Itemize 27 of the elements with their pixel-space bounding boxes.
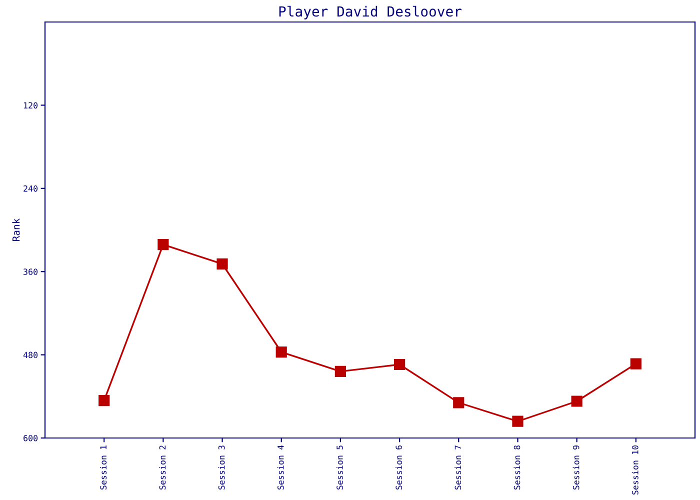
x-tick-label: Session 10 <box>632 445 638 495</box>
point <box>394 358 406 370</box>
point <box>453 397 464 408</box>
x-tick-label: Session 7 <box>454 446 462 490</box>
chart-title: Player David Desloover <box>279 6 462 20</box>
point <box>571 396 582 407</box>
x-tick-label: Session 9 <box>572 446 580 490</box>
x-tick-label: Session 2 <box>159 446 166 490</box>
point <box>512 416 524 427</box>
y-tick-label: 480 <box>23 352 38 358</box>
point <box>630 358 642 370</box>
y-axis-title: Rank <box>12 218 20 242</box>
x-tick-label: Session 3 <box>218 446 225 490</box>
x-tick-label: Session 5 <box>336 446 343 490</box>
point <box>98 395 110 406</box>
point <box>216 258 228 270</box>
y-tick-label: 360 <box>24 268 38 275</box>
point <box>158 239 169 250</box>
x-tick-label: Session 1 <box>100 446 107 490</box>
x-tick-label: Session 6 <box>396 445 402 490</box>
y-tick-label: 240 <box>24 185 38 192</box>
x-tick-label: Session 8 <box>514 445 520 490</box>
point <box>334 366 346 377</box>
y-tick-label: 600 <box>24 435 38 442</box>
y-tick-label: 120 <box>24 102 38 109</box>
point <box>276 346 287 358</box>
x-tick-label: Session 4 <box>277 445 284 490</box>
